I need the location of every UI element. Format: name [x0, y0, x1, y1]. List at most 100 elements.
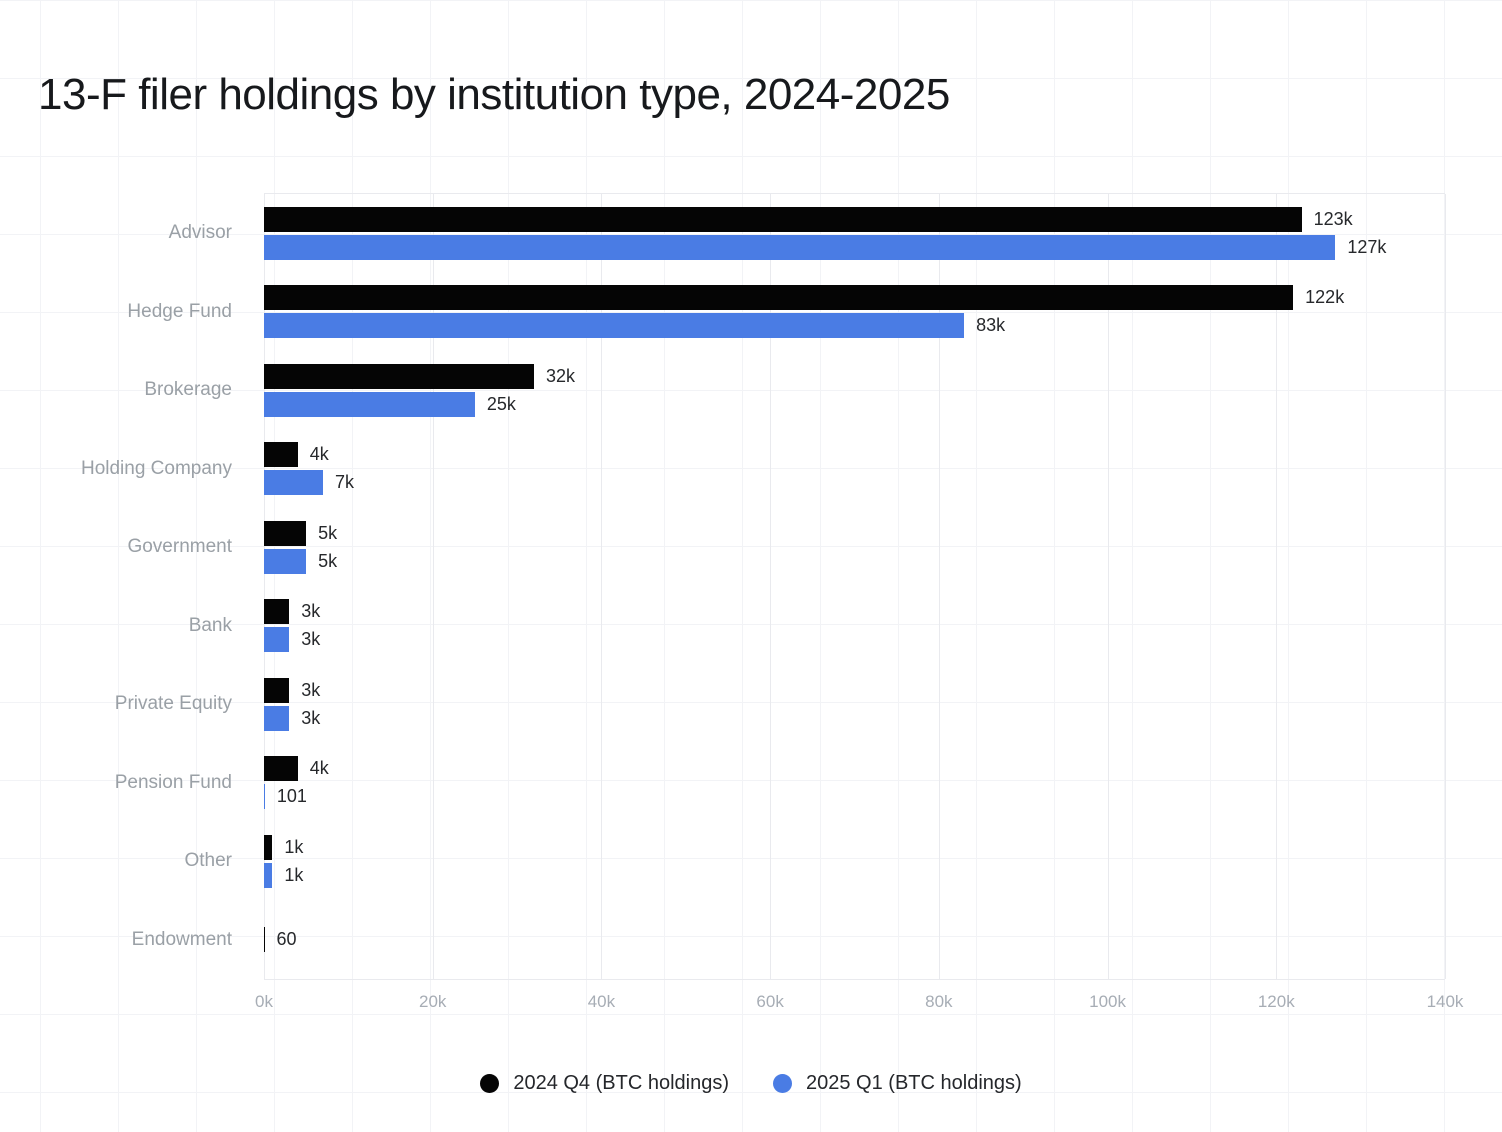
bar-group-line: 3k	[264, 599, 1445, 625]
bar-group-line: 32k	[264, 363, 1445, 389]
legend-item[interactable]: 2025 Q1 (BTC holdings)	[773, 1072, 1022, 1095]
bar-group-line: 127k	[264, 234, 1445, 260]
bar-row: Endowment 60	[132, 901, 1445, 980]
x-gridline	[770, 194, 772, 979]
legend-swatch-icon	[773, 1074, 792, 1093]
value-label: 7k	[335, 472, 355, 493]
bar-2024-q4[interactable]	[264, 206, 1302, 232]
value-label: 5k	[318, 522, 338, 543]
x-tick-label: 120k	[1257, 992, 1295, 1011]
bar-group-line: 83k	[264, 313, 1445, 339]
x-gridline	[264, 194, 265, 979]
bar-group-line: 122k	[264, 285, 1445, 311]
bar-group-line: 4k	[264, 442, 1445, 468]
category-label: Advisor	[168, 222, 232, 244]
x-gridline	[601, 194, 603, 979]
bar-2024-q4[interactable]	[264, 442, 298, 468]
bar-2025-q1[interactable]	[264, 234, 1336, 260]
x-gridline	[1445, 194, 1446, 979]
category-label: Holding Company	[80, 457, 232, 479]
value-label: 5k	[318, 550, 338, 571]
bar-2025-q1[interactable]	[264, 705, 290, 731]
category-label: Government	[127, 536, 232, 558]
x-axis: 0k 20k 40k 60k 80k 100k 120k 140k	[255, 992, 1463, 1016]
bar-2025-q1[interactable]	[264, 862, 273, 888]
bar-group-line: 3k	[264, 705, 1445, 731]
legend-label: 2025 Q1 (BTC holdings)	[806, 1072, 1022, 1094]
value-label: 1k	[284, 864, 304, 885]
bar-row: Government 5k 5k	[127, 508, 1445, 587]
bar-2025-q1[interactable]	[264, 627, 290, 653]
bar-2024-q4[interactable]	[264, 677, 290, 703]
value-label: 3k	[301, 707, 321, 728]
bar-group-line: 4k	[264, 756, 1445, 782]
value-label: 101	[276, 786, 307, 807]
value-label: 122k	[1305, 287, 1345, 308]
bar-2024-q4[interactable]	[264, 363, 534, 389]
bar-group-line: 1k	[264, 862, 1445, 888]
bar-rows: Advisor 123k 127k Hedge Fund 122k 83k Brokerag…	[81, 194, 1445, 980]
bar-group-line: 1k	[264, 834, 1445, 860]
bar-2024-q4[interactable]	[264, 599, 290, 625]
value-label: 4k	[309, 444, 329, 465]
bar-group-line: 5k	[264, 520, 1445, 546]
x-tick-label: 40k	[587, 992, 616, 1011]
value-label: 25k	[486, 393, 516, 414]
bar-2024-q4[interactable]	[264, 927, 265, 953]
x-gridline	[1276, 194, 1278, 979]
category-label: Brokerage	[144, 379, 232, 401]
legend-label: 2024 Q4 (BTC holdings)	[513, 1072, 729, 1094]
bar-row: Hedge Fund 122k 83k	[127, 273, 1445, 352]
bar-group-line: 3k	[264, 677, 1445, 703]
bar-group-line: 7k	[264, 470, 1445, 496]
x-gridline	[938, 194, 940, 979]
plot-area: Advisor 123k 127k Hedge Fund 122k 83k Brokerag…	[81, 193, 1446, 980]
chart-title: 13-F filer holdings by institution type,…	[38, 70, 950, 119]
bar-2025-q1[interactable]	[264, 391, 475, 417]
bar-row: Pension Fund 4k 101	[115, 744, 1445, 823]
bar-2024-q4[interactable]	[264, 285, 1294, 311]
bar-2025-q1[interactable]	[264, 470, 324, 496]
bar-2025-q1[interactable]	[264, 313, 965, 339]
bar-row: Holding Company 4k 7k	[81, 430, 1445, 509]
category-label: Pension Fund	[114, 771, 232, 793]
bar-group-line: 60	[264, 927, 1445, 953]
bar-2024-q4[interactable]	[264, 756, 298, 782]
x-tick-label: 60k	[756, 992, 784, 1011]
bar-group-line: 5k	[264, 548, 1445, 574]
bar-row: Bank 3k 3k	[189, 587, 1445, 666]
category-label: Endowment	[131, 928, 232, 950]
x-gridline	[1107, 194, 1109, 979]
x-tick-label: 80k	[925, 992, 953, 1011]
value-label: 3k	[301, 679, 321, 700]
x-tick-label: 100k	[1089, 992, 1126, 1011]
legend-swatch-icon	[480, 1074, 500, 1093]
bar-2025-q1[interactable]	[264, 548, 307, 574]
value-label: 1k	[284, 836, 304, 857]
value-label: 32k	[545, 365, 575, 386]
bar-group-line: 3k	[264, 627, 1445, 653]
x-gridline	[432, 194, 434, 979]
bar-group-line: 123k	[264, 206, 1445, 232]
legend: 2024 Q4 (BTC holdings) 2025 Q1 (BTC holdi…	[0, 1072, 1502, 1095]
bar-group-line: 101	[264, 784, 1445, 810]
category-label: Bank	[188, 614, 232, 636]
category-label: Other	[184, 850, 232, 872]
category-label: Private Equity	[114, 693, 232, 715]
bar-2025-q1[interactable]	[264, 784, 265, 810]
value-label: 3k	[301, 601, 321, 622]
bar-row: Other 1k 1k	[184, 822, 1445, 901]
value-label: 127k	[1347, 236, 1387, 257]
bar-row: Private Equity 3k 3k	[115, 665, 1445, 744]
x-tick-label: 140k	[1426, 992, 1464, 1011]
bar-row: Brokerage 32k 25k	[144, 351, 1445, 430]
bar-group-line: 25k	[264, 391, 1445, 417]
category-label: Hedge Fund	[127, 300, 232, 322]
value-label: 60	[276, 929, 297, 950]
bar-2024-q4[interactable]	[264, 520, 307, 546]
value-label: 3k	[301, 629, 321, 650]
legend-item[interactable]: 2024 Q4 (BTC holdings)	[480, 1072, 729, 1095]
value-label: 83k	[976, 315, 1006, 336]
x-tick-label: 0k	[255, 992, 273, 1011]
bar-2024-q4[interactable]	[264, 834, 273, 860]
